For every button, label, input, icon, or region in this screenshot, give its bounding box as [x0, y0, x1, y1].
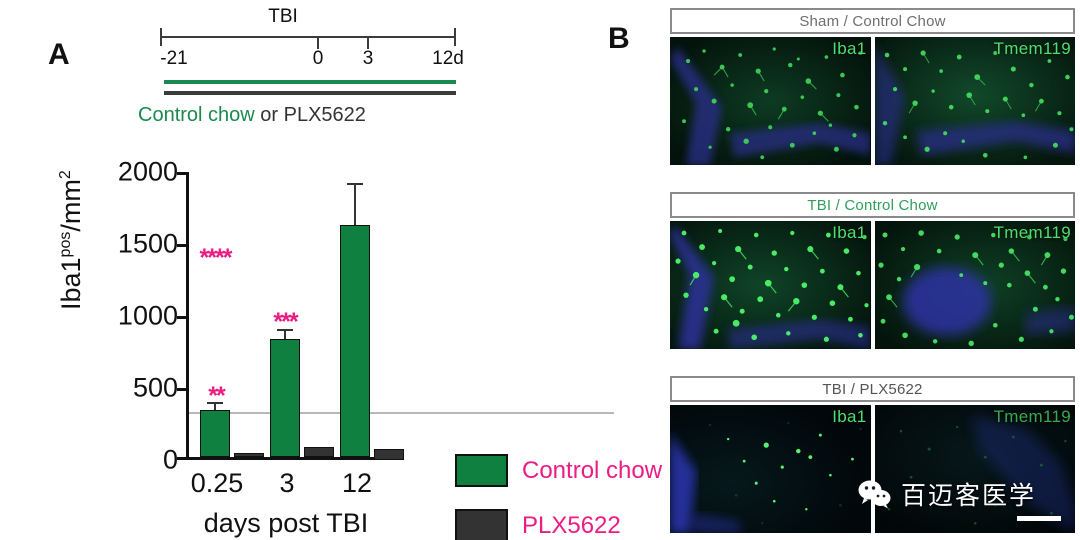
timeline-label--21: -21 [160, 48, 188, 69]
timeline-tick-0 [317, 36, 319, 49]
micrograph-marker-label-tmem119-sham: Tmem119 [993, 39, 1071, 58]
reference-line [189, 412, 614, 414]
y-tick-label-1000: 1000 [117, 300, 178, 331]
y-axis-ticks: 2000 1500 1000 500 0 [50, 156, 178, 480]
timeline-caption-plx5622: PLX5622 [283, 104, 366, 126]
micrograph-group-title-sham: Sham / Control Chow [670, 8, 1075, 34]
micrograph-texture-tbi-plx-iba1 [670, 405, 871, 533]
timeline-bar-plx5622 [164, 91, 456, 95]
errorbar-control-chow-12 [354, 183, 356, 225]
legend-label-control-chow: Control chow [522, 456, 663, 484]
bar-chart: Iba1pos/mm2 2000 1500 1000 500 0 [50, 156, 662, 540]
y-tick-label-0: 0 [162, 444, 178, 475]
timeline-event-label: TBI [268, 6, 298, 27]
timeline-tick-end [454, 28, 456, 46]
legend-swatch-control-chow [455, 454, 508, 487]
x-tick-label-12: 12 [341, 468, 373, 498]
errorcap-control-chow-12 [347, 183, 363, 185]
x-tick-label-0.25: 0.25 [190, 468, 244, 498]
legend-swatch-plx5622 [455, 509, 508, 540]
panel-a-label: A [48, 38, 70, 71]
experiment-timeline: TBI -21 0 3 12d Control chow or PLX5622 [138, 6, 470, 141]
wechat-icon-svg [858, 480, 891, 509]
micrograph-group-title-tbi-plx: TBI / PLX5622 [670, 376, 1075, 402]
timeline-caption-control-chow: Control chow [138, 104, 255, 126]
y-tick-mark-0 [177, 457, 186, 460]
watermark-text: 百迈客医学 [900, 481, 1036, 510]
timeline-tick-start [160, 28, 162, 46]
timeline-label-12d: 12d [432, 48, 464, 69]
timeline-tick-3 [367, 36, 369, 49]
timeline-label-0: 0 [312, 48, 324, 69]
y-tick-mark-500 [177, 388, 186, 391]
micrograph-sham-tmem119: Tmem119 [874, 37, 1075, 165]
bar-control-chow-0.25 [200, 410, 230, 457]
timeline-axis [160, 36, 456, 38]
micrograph-group-title-tbi-control: TBI / Control Chow [670, 192, 1075, 218]
errorcap-control-chow-0.25 [207, 402, 223, 404]
micrograph-texture-tbi-control-tmem119 [874, 221, 1075, 349]
micrograph-group-sham-control-chow: Sham / Control Chow [670, 8, 1075, 165]
micrograph-tbi-plx-iba1: Iba1 [670, 405, 871, 533]
timeline-label-3: 3 [362, 48, 374, 69]
timeline-caption-separator: or [254, 104, 284, 126]
micrograph-marker-label-iba1-tbi-control: Iba1 [832, 223, 867, 242]
panel-b-label: B [608, 22, 630, 55]
legend-item-control-chow: Control chow [455, 454, 662, 487]
micrograph-tbi-control-tmem119: Tmem119 [874, 221, 1075, 349]
chart-legend: Control chow PLX5622 [455, 454, 662, 540]
bar-plx5622-0.25 [234, 453, 264, 457]
micrograph-sham-iba1: Iba1 [670, 37, 871, 165]
significance-0.25: ** [208, 382, 226, 410]
micrograph-tbi-plx-tmem119: Tmem119 [874, 405, 1075, 533]
significance-3: *** [273, 308, 298, 336]
bar-plx5622-3 [304, 447, 334, 457]
significance-12: **** [199, 244, 233, 272]
errorbar-control-chow-0.25 [214, 402, 216, 410]
micrograph-texture-tbi-control-iba1 [670, 221, 871, 349]
micrograph-texture-tbi-plx-tmem119 [874, 405, 1075, 533]
bar-plx5622-12 [374, 449, 404, 460]
bar-control-chow-12 [340, 225, 370, 457]
timeline-bar-control-chow [164, 80, 456, 84]
x-axis-line [186, 457, 374, 460]
plot-area [177, 172, 614, 460]
y-tick-label-2000: 2000 [117, 156, 178, 187]
y-tick-label-1500: 1500 [117, 228, 178, 259]
micrograph-group-tbi-plx5622: TBI / PLX5622 [670, 376, 1075, 533]
timeline-caption: Control chow or PLX5622 [138, 104, 448, 127]
micrograph-marker-label-iba1-sham: Iba1 [832, 39, 867, 58]
y-tick-mark-1000 [177, 316, 186, 319]
micrograph-panel: Sham / Control Chow [670, 8, 1075, 536]
y-axis-line [186, 172, 189, 460]
micrograph-row-tbi-control: Iba1 [670, 221, 1075, 349]
micrograph-texture-sham-iba1 [670, 37, 871, 165]
micrograph-group-tbi-control-chow: TBI / Control Chow [670, 192, 1075, 349]
y-tick-mark-2000 [177, 172, 186, 175]
x-axis-label: days post TBI [203, 508, 369, 538]
micrograph-marker-label-iba1-tbi-plx: Iba1 [832, 407, 867, 426]
micrograph-texture-sham-tmem119 [874, 37, 1075, 165]
micrograph-row-sham: Iba1 [670, 37, 1075, 165]
scale-bar [1017, 516, 1061, 521]
micrograph-marker-label-tmem119-tbi-control: Tmem119 [993, 223, 1071, 242]
x-tick-label-3: 3 [279, 468, 295, 498]
legend-item-plx5622: PLX5622 [455, 509, 662, 540]
errorcap-control-chow-3 [277, 329, 293, 331]
micrograph-tbi-control-iba1: Iba1 [670, 221, 871, 349]
micrograph-marker-label-tmem119-tbi-plx: Tmem119 [993, 407, 1071, 426]
y-tick-label-500: 500 [132, 372, 178, 403]
y-tick-mark-1500 [177, 244, 186, 247]
micrograph-row-tbi-plx: Iba1 [670, 405, 1075, 533]
legend-label-plx5622: PLX5622 [522, 511, 621, 539]
wechat-icon [858, 479, 892, 509]
bar-control-chow-3 [270, 339, 300, 457]
errorbar-control-chow-3 [284, 329, 286, 339]
watermark: 百迈客医学 [858, 476, 1036, 512]
